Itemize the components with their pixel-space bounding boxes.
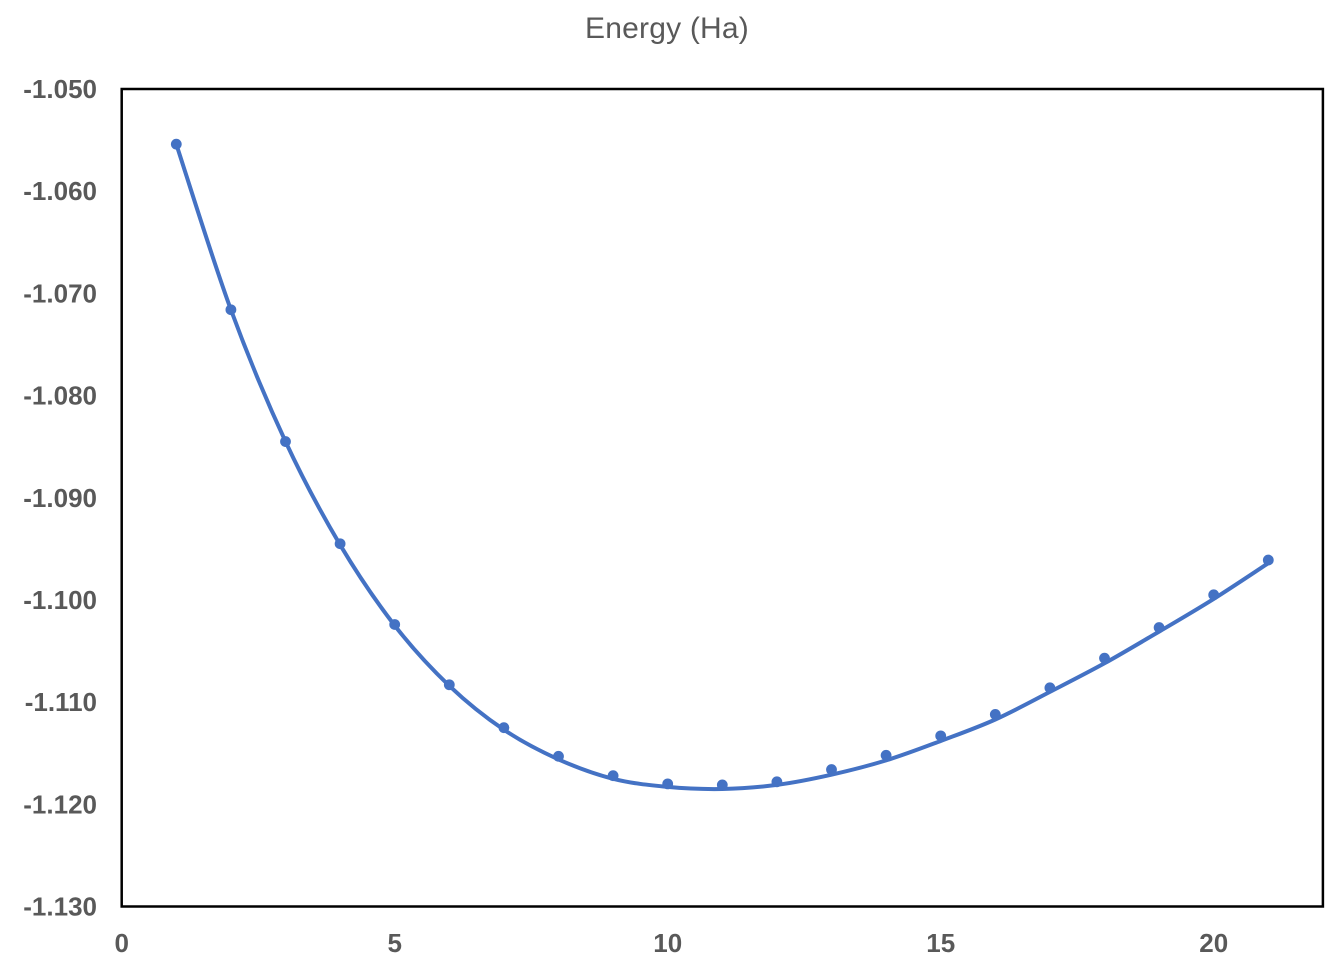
data-point <box>1262 554 1274 566</box>
y-axis-tick-label: -1.060 <box>23 176 97 206</box>
data-point <box>1044 682 1056 694</box>
data-point <box>334 538 346 550</box>
data-point <box>716 779 728 791</box>
data-point <box>389 619 401 630</box>
y-axis-tick-label: -1.130 <box>23 892 97 922</box>
data-point <box>880 749 892 761</box>
x-axis-tick-label: 20 <box>1199 928 1228 958</box>
x-axis-tick-label: 10 <box>653 928 682 958</box>
y-axis-tick-label: -1.050 <box>23 74 97 104</box>
y-axis-tick-label: -1.110 <box>25 687 97 717</box>
data-point <box>170 138 182 150</box>
y-axis-tick-label: -1.070 <box>23 278 97 308</box>
data-point <box>280 436 291 447</box>
x-axis-tick-label: 0 <box>114 928 128 958</box>
chart-title: Energy (Ha) <box>585 12 749 45</box>
data-point <box>989 708 1001 720</box>
data-point <box>607 770 619 782</box>
data-point <box>771 776 783 788</box>
data-point <box>1099 652 1110 664</box>
y-axis-tick-label: -1.080 <box>23 381 97 411</box>
data-point <box>826 764 837 775</box>
data-point <box>935 730 947 742</box>
x-axis-tick-label: 5 <box>387 928 401 958</box>
trend-line <box>174 142 1271 792</box>
data-point <box>662 778 674 790</box>
data-point <box>498 722 510 734</box>
x-axis-tick-label: 15 <box>926 928 955 958</box>
plot-border <box>120 87 1325 908</box>
data-point <box>1208 589 1220 601</box>
y-axis-tick-label: -1.100 <box>23 585 97 615</box>
data-point <box>225 304 237 316</box>
data-point <box>443 679 455 691</box>
y-axis-tick-label: -1.090 <box>23 483 97 513</box>
y-axis-tick-label: -1.120 <box>23 789 97 819</box>
data-point <box>553 750 564 762</box>
data-point <box>1153 622 1165 633</box>
